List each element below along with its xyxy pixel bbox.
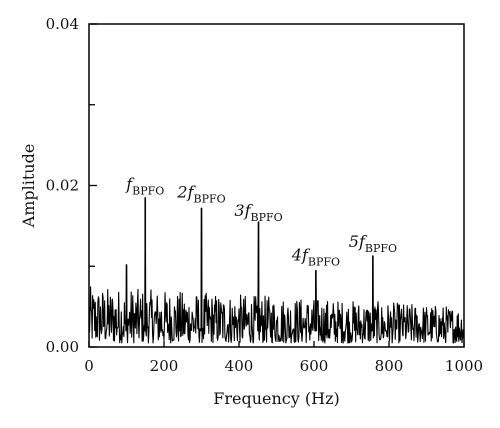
spectrum-line [88,197,465,344]
y-axis-label: Amplitude [19,144,38,229]
harmonic-label: 5fBPFO [349,232,397,255]
x-axis-label: Frequency (Hz) [213,389,340,408]
harmonic-label: 3fBPFO [234,201,282,224]
y-tick-label: 0.02 [46,177,79,195]
x-tick-label: 1000 [445,357,483,375]
axes-layer: 0 200 400 600 800 1000 0.00 0.02 0.04 [46,15,484,375]
x-tick-label: 800 [375,357,404,375]
x-tick-label: 200 [150,357,179,375]
annotation-layer: fBPFO 2fBPFO 3fBPFO 4fBPFO 5fBPFO [125,175,397,269]
harmonic-label: fBPFO [125,175,164,198]
series-layer [88,197,465,344]
harmonic-label: 4fBPFO [291,246,340,269]
x-tick-label: 600 [300,357,329,375]
y-tick-label: 0.04 [46,15,79,33]
x-tick-label: 400 [225,357,254,375]
y-tick-label: 0.00 [46,338,79,356]
harmonic-label: 2fBPFO [176,183,225,206]
x-tick-label: 0 [84,357,94,375]
